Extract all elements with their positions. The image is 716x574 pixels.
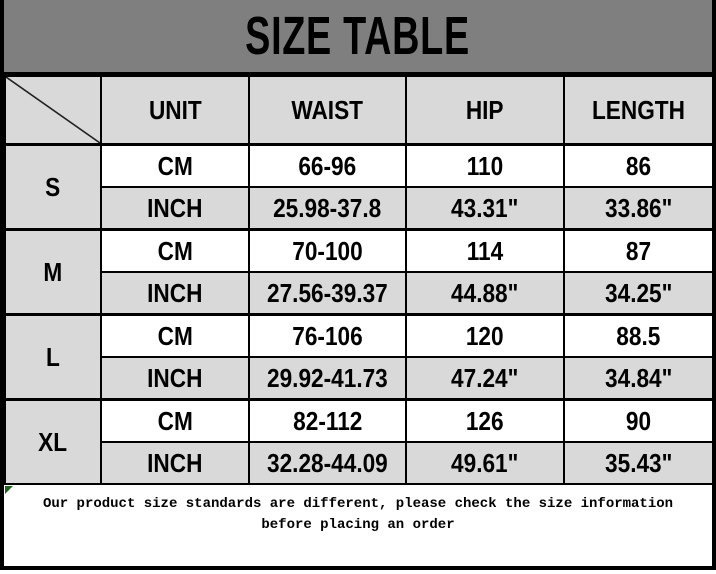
column-header-row: UNIT WAIST HIP LENGTH: [4, 75, 714, 146]
size-cell: 90: [563, 398, 714, 443]
size-cell: 34.84": [563, 356, 714, 401]
size-cell: INCH: [100, 441, 250, 485]
size-cell: 32.28-44.09: [248, 441, 407, 485]
size-cell: 86: [563, 143, 714, 188]
size-cell: INCH: [100, 271, 250, 316]
column-header-unit: UNIT: [100, 75, 250, 146]
size-table-title: SIZE TABLE: [245, 6, 471, 66]
size-label-l: L: [4, 313, 102, 401]
size-cell: INCH: [100, 356, 250, 401]
size-cell: 33.86": [563, 186, 714, 231]
size-cell: 66-96: [248, 143, 407, 188]
size-cell: 43.31": [405, 186, 565, 231]
size-label-s: S: [4, 143, 102, 231]
size-table: UNIT WAIST HIP LENGTH S CM 66-96 110 86 …: [4, 75, 714, 485]
cell-note-corner-icon: [5, 486, 13, 494]
size-cell: 27.56-39.37: [248, 271, 407, 316]
column-header-hip: HIP: [405, 75, 565, 146]
size-cell: 47.24": [405, 356, 565, 401]
size-cell: CM: [100, 313, 250, 358]
size-cell: INCH: [100, 186, 250, 231]
size-cell: 126: [405, 398, 565, 443]
size-cell: 82-112: [248, 398, 407, 443]
size-cell: 120: [405, 313, 565, 358]
size-cell: 88.5: [563, 313, 714, 358]
size-label-m: M: [4, 228, 102, 316]
size-cell: 76-106: [248, 313, 407, 358]
size-cell: CM: [100, 228, 250, 273]
table-row: XL CM 82-112 126 90: [4, 398, 714, 485]
table-row: INCH 27.56-39.37 44.88" 34.25": [5, 271, 714, 316]
table-row: INCH 25.98-37.8 43.31" 33.86": [5, 186, 714, 231]
size-table-banner: SIZE TABLE: [4, 0, 712, 75]
size-cell: 34.25": [563, 271, 714, 316]
size-cell: 25.98-37.8: [248, 186, 407, 231]
size-label-xl: XL: [4, 398, 102, 485]
size-cell: 29.92-41.73: [248, 356, 407, 401]
size-cell: CM: [100, 398, 250, 443]
size-cell: 44.88": [405, 271, 565, 316]
table-row: INCH 29.92-41.73 47.24" 34.84": [5, 356, 714, 401]
table-row: L CM 76-106 120 88.5: [4, 313, 714, 401]
table-row: M CM 70-100 114 87: [4, 228, 714, 316]
size-note-line: before placing an order: [261, 517, 455, 533]
size-cell: 114: [405, 228, 565, 273]
size-note: Our product size standards are different…: [4, 485, 712, 554]
size-cell: 110: [405, 143, 565, 188]
size-cell: 35.43": [563, 441, 714, 485]
size-cell: 70-100: [248, 228, 407, 273]
diagonal-corner-cell: [4, 75, 102, 146]
size-note-line: Our product size standards are different…: [42, 496, 674, 512]
size-cell: CM: [100, 143, 250, 188]
column-header-waist: WAIST: [248, 75, 407, 146]
diagonal-slash-line: [6, 77, 100, 143]
table-row: INCH 32.28-44.09 49.61" 35.43": [5, 441, 714, 485]
size-cell: 87: [563, 228, 714, 273]
size-cell: 49.61": [405, 441, 565, 485]
column-header-length: LENGTH: [563, 75, 714, 146]
table-row: S CM 66-96 110 86: [4, 143, 714, 231]
